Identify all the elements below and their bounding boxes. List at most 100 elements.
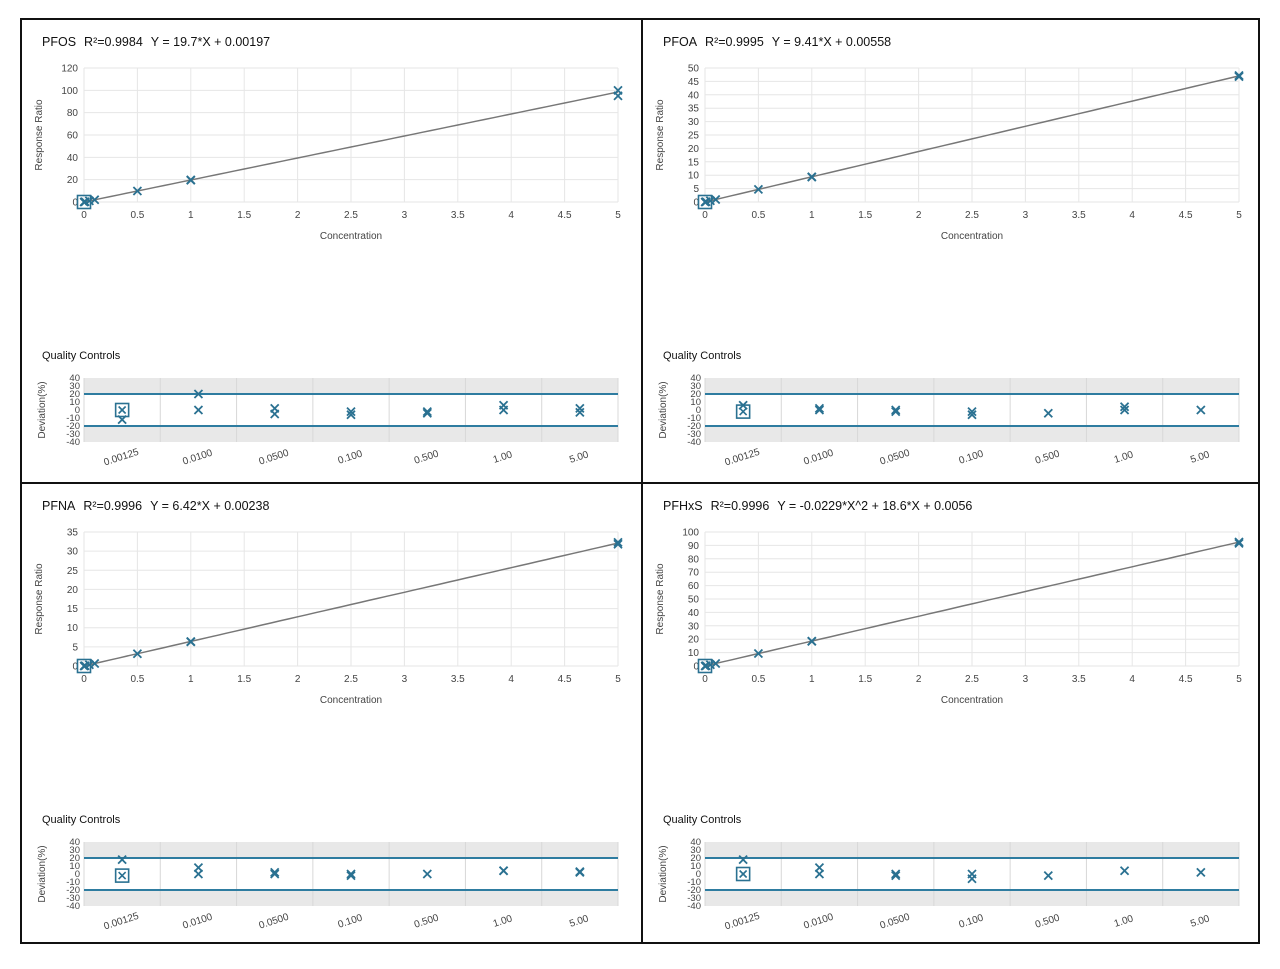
calibration-point [186,175,196,185]
y-tick-label: 50 [688,595,700,606]
qc-category-label: 0.500 [1034,912,1062,930]
qc-point [346,869,356,879]
analyte-name: PFOA [663,35,698,49]
qc-category-label: 0.500 [413,912,441,930]
qc-title: Quality Controls [42,814,121,826]
fit-equation: Y = 6.42*X + 0.00238 [150,499,270,513]
marker-stroke [1119,402,1130,412]
qc-point [738,854,748,865]
x-tick-label: 3.5 [451,210,465,221]
qc-point [498,405,509,415]
chart-grid: 0 20 40 60 80 100 120 0 0.5 1 1.5 2 2.5 3 3.5 4 4.5 5 Conc… [20,18,1260,944]
marker-stroke [1119,405,1130,415]
y-tick-label: 0 [72,662,78,673]
qc-category-label: 1.00 [1113,913,1135,930]
qc-y-tick-label: -40 [66,437,80,448]
marker-stroke [270,409,280,419]
qc-y-tick-label: 10 [69,397,80,408]
calibration-point [132,649,143,659]
qc-category-label: 0.00125 [723,911,761,933]
y-tick-label: 0 [72,198,78,209]
marker-box [114,868,130,883]
x-tick-label: 5 [1236,210,1242,221]
qc-point [346,870,356,881]
qc-y-tick-label: 20 [69,853,80,864]
qc-point [575,407,585,418]
qc-category-label: 0.0100 [802,912,835,932]
calibration-plot-pfna[interactable]: 0 5 10 15 20 25 30 35 0 0.5 1 1.5 2 2.5 3 3.5 4 4.5 5 Conce… [22,484,640,944]
y-tick-label: 10 [67,623,79,634]
qc-point [117,854,127,865]
qc-y-tick-label: -20 [687,885,701,896]
marker-stroke [346,406,356,417]
qc-point [891,405,901,415]
y-tick-label: 20 [67,175,79,186]
analyte-name: PFOS [42,35,77,49]
marker-stroke [739,407,748,416]
marker-stroke [613,539,623,549]
y-tick-label: 10 [688,648,700,659]
qc-point [1196,405,1206,415]
qc-point [193,389,204,399]
qc-point [193,869,204,879]
qc-y-tick-label: -20 [66,885,80,896]
marker-stroke [613,537,623,547]
marker-stroke [422,869,432,879]
marker-stroke [346,410,356,420]
qc-point [1119,402,1130,412]
qc-y-axis-label: Deviation(%) [37,381,48,438]
marker-stroke [738,854,748,865]
x-tick-label: 4.5 [558,210,572,221]
y-tick-label: 0 [693,198,699,209]
calibration-point [807,636,817,646]
qc-point [1119,405,1130,415]
x-tick-label: 5 [1236,674,1242,685]
qc-point [891,869,901,879]
qc-y-tick-label: 40 [690,373,701,384]
marker-stroke [117,854,127,865]
qc-point [1043,870,1053,881]
qc-y-tick-label: 20 [690,853,701,864]
marker-stroke [575,407,585,418]
qc-y-tick-label: -40 [687,901,701,912]
marker-stroke [422,406,432,417]
calibration-point [1234,537,1244,547]
qc-category-label: 0.00125 [102,447,140,469]
qc-title: Quality Controls [663,350,742,362]
qc-category-label: 0.0500 [258,448,291,468]
marker-stroke [186,637,196,647]
qc-category-label: 0.0500 [879,448,912,468]
x-tick-label: 3 [402,210,408,221]
qc-category-label: 0.0500 [258,912,291,932]
y-tick-label: 35 [688,104,700,115]
calibration-point [807,172,817,182]
qc-y-tick-label: 30 [69,845,80,856]
marker-stroke [1043,870,1053,881]
panel-pfos: 0 20 40 60 80 100 120 0 0.5 1 1.5 2 2.5 3 3.5 4 4.5 5 Conc… [22,20,640,480]
chart-title: PFOA R²=0.9995 Y = 9.41*X + 0.00558 [663,35,899,49]
y-tick-label: 40 [688,608,700,619]
qc-y-tick-label: -30 [687,429,701,440]
y-tick-label: 15 [67,604,79,615]
regression-line [83,91,619,203]
qc-point [1119,866,1130,876]
qc-point [738,400,748,410]
marker-box [735,866,751,882]
y-tick-label: 10 [688,171,700,182]
marker-stroke [346,870,356,881]
chart-title: PFOS R²=0.9984 Y = 19.7*X + 0.00197 [42,35,278,49]
y-tick-label: 40 [67,153,79,164]
y-tick-label: 120 [61,64,78,75]
marker-stroke [1196,405,1206,415]
qc-y-axis-label: Deviation(%) [37,845,48,902]
x-tick-label: 1 [188,674,194,685]
marker-stroke [711,194,721,205]
y-tick-label: 35 [67,528,79,539]
calibration-point [132,186,143,196]
qc-point [1196,867,1206,878]
x-tick-label: 4.5 [1179,674,1193,685]
qc-acceptance-band [705,394,1239,426]
